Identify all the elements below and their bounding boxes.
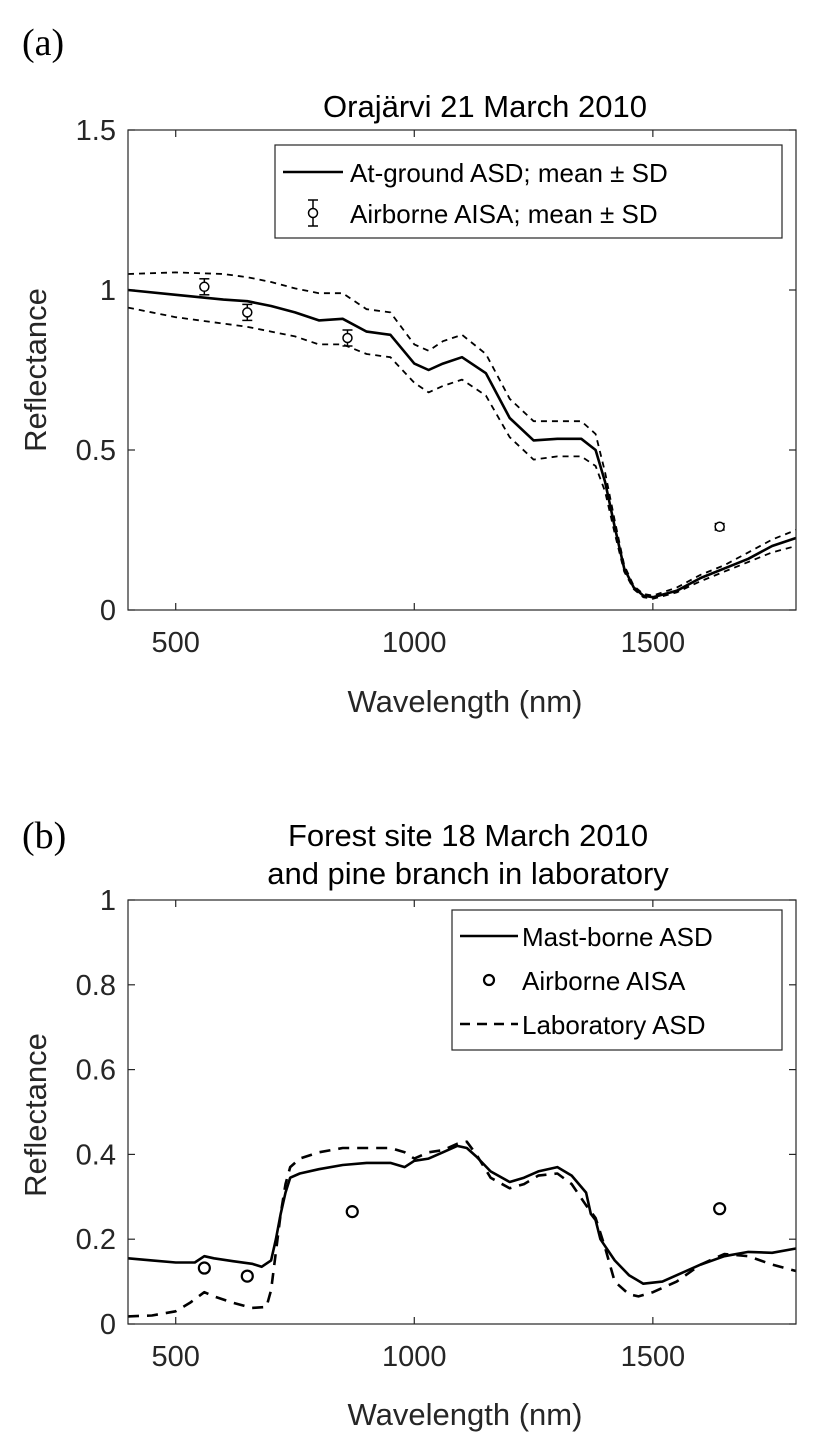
x-axis-label: Wavelength (nm) xyxy=(348,1397,583,1432)
data-point xyxy=(345,1205,359,1219)
y-tick-labels: 0 0.5 1 1.5 xyxy=(76,115,116,627)
y-tick-label: 1 xyxy=(100,885,116,917)
data-point xyxy=(242,307,253,318)
x-axis-label: Wavelength (nm) xyxy=(348,684,583,719)
panel-a: (a) Orajärvi 21 March 2010 Reflectance W… xyxy=(18,22,797,719)
series-line-series-0 xyxy=(127,1144,797,1285)
legend-entry: Airborne AISA xyxy=(522,966,686,996)
data-point xyxy=(197,1261,211,1275)
y-tick-label: 0.5 xyxy=(76,435,116,467)
legend-marker-errorbar xyxy=(307,199,319,227)
x-tick-label: 500 xyxy=(152,627,200,659)
data-point xyxy=(342,332,353,344)
legend-box xyxy=(274,144,783,239)
y-tick-labels: 0 0.2 0.4 0.6 0.8 1 xyxy=(76,885,116,1341)
x-tick-label: 1000 xyxy=(382,627,447,659)
x-tick-label: 1500 xyxy=(621,1341,686,1373)
axes-box xyxy=(127,129,797,611)
panel-b: (b) Forest site 18 March 2010 and pine b… xyxy=(18,815,797,1432)
data-point xyxy=(199,281,210,293)
x-tick-labels: 500 1000 1500 xyxy=(152,627,686,659)
data-point xyxy=(713,1202,727,1216)
y-tick-label: 1.5 xyxy=(76,115,116,147)
legend: At-ground ASD; mean ± SD Airborne AISA; … xyxy=(274,144,783,239)
panel-label: (b) xyxy=(22,815,66,857)
y-tick-label: 0.2 xyxy=(76,1224,116,1256)
x-tick-label: 1000 xyxy=(382,1341,447,1373)
chart-title: Orajärvi 21 March 2010 xyxy=(323,89,647,124)
series-line-series-2 xyxy=(127,1140,797,1318)
y-tick-label: 0 xyxy=(100,1309,116,1341)
y-tick-label: 0 xyxy=(100,595,116,627)
y-axis-label: Reflectance xyxy=(18,1033,53,1197)
data-point xyxy=(714,521,725,533)
y-axis-label: Reflectance xyxy=(18,288,53,452)
x-tick-labels: 500 1000 1500 xyxy=(152,1341,686,1373)
legend: Mast-borne ASD Airborne AISA Laboratory … xyxy=(451,909,783,1051)
legend-entry: Mast-borne ASD xyxy=(522,922,713,952)
series-line-series-0 xyxy=(127,288,797,599)
chart-title: Forest site 18 March 2010 xyxy=(288,818,648,853)
legend-box xyxy=(451,909,783,1051)
y-tick-label: 0.8 xyxy=(76,970,116,1002)
x-tick-label: 1500 xyxy=(621,627,686,659)
y-tick-label: 1 xyxy=(100,275,116,307)
panel-label: (a) xyxy=(22,22,64,64)
legend-entry: Airborne AISA; mean ± SD xyxy=(350,199,658,229)
x-tick-label: 500 xyxy=(152,1341,200,1373)
chart-subtitle: and pine branch in laboratory xyxy=(267,856,669,891)
legend-marker-circle xyxy=(482,973,496,987)
y-tick-label: 0.6 xyxy=(76,1055,116,1087)
axes-box xyxy=(127,899,797,1325)
legend-entry: Laboratory ASD xyxy=(522,1010,706,1040)
data-point xyxy=(240,1269,254,1283)
legend-entry: At-ground ASD; mean ± SD xyxy=(350,158,668,188)
y-tick-label: 0.4 xyxy=(76,1139,116,1171)
